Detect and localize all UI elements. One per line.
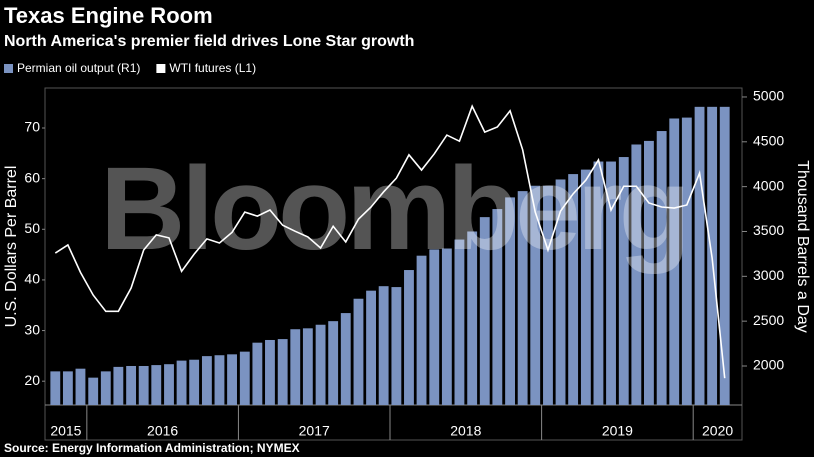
y2-tick-label: 4500: [753, 133, 784, 149]
legend-swatch: [4, 64, 13, 73]
bar: [151, 365, 162, 405]
x-tick-label: 2018: [450, 423, 481, 439]
y-axis-label: U.S. Dollars Per Barrel: [3, 166, 20, 328]
y2-tick-label: 4000: [753, 177, 784, 193]
y2-tick-label: 2000: [753, 357, 784, 373]
bar: [239, 351, 250, 405]
bar: [391, 287, 402, 405]
x-tick-label: 2020: [702, 423, 733, 439]
y2-tick-label: 3000: [753, 267, 784, 283]
legend-swatch: [156, 64, 166, 73]
bar: [543, 185, 553, 405]
bar: [631, 144, 642, 405]
bar: [164, 364, 174, 405]
bar: [62, 371, 73, 405]
y-tick-label: 60: [24, 169, 40, 185]
bar: [378, 286, 389, 405]
x-tick-label: 2015: [50, 423, 81, 439]
bar: [681, 117, 692, 405]
bar: [555, 179, 566, 405]
bar: [568, 174, 579, 405]
bar: [441, 248, 452, 405]
y2-tick-label: 3500: [753, 222, 784, 238]
bar: [214, 355, 225, 405]
x-tick-label: 2016: [147, 423, 178, 439]
bar: [189, 359, 200, 405]
bar: [416, 255, 427, 405]
bar: [277, 339, 288, 405]
x-tick-label: 2019: [602, 423, 633, 439]
bar: [113, 366, 124, 405]
bar: [340, 313, 351, 405]
y-tick-label: 70: [24, 119, 40, 135]
bar: [353, 298, 364, 405]
bar: [302, 328, 313, 405]
bar: [643, 140, 654, 405]
bar: [479, 217, 490, 405]
bar: [530, 185, 541, 405]
bar: [328, 321, 339, 405]
bar: [606, 161, 616, 405]
y2-tick-label: 2500: [753, 312, 784, 328]
bar: [75, 368, 86, 405]
y-tick-label: 40: [24, 271, 40, 287]
bar: [315, 324, 326, 405]
bar: [100, 371, 111, 405]
bar: [467, 231, 478, 405]
bar: [719, 106, 730, 406]
bar: [176, 360, 187, 405]
bar: [492, 209, 503, 405]
bar: [404, 270, 414, 405]
bar: [580, 169, 591, 405]
y-tick-label: 50: [24, 220, 40, 236]
chart-title: Texas Engine Room: [4, 3, 213, 28]
bar: [618, 157, 629, 405]
y-tick-label: 20: [24, 372, 40, 388]
bar: [227, 354, 237, 405]
bar: [290, 329, 301, 405]
source: Source: Energy Information Administratio…: [4, 441, 300, 455]
watermark: Bloomberg: [100, 143, 687, 275]
y2-axis-label: Thousand Barrels a Day: [794, 160, 811, 333]
line: [54, 104, 726, 379]
bar: [88, 377, 99, 405]
bar: [50, 371, 61, 405]
legend-label: WTI futures (L1): [169, 61, 256, 75]
bar: [366, 290, 376, 405]
bar: [201, 356, 212, 405]
bar: [505, 197, 515, 405]
bar: [138, 365, 149, 405]
y2-tick-label: 5000: [753, 88, 784, 104]
legend-label: Permian oil output (R1): [17, 61, 140, 75]
bar: [517, 191, 528, 405]
x-tick-label: 2017: [299, 423, 330, 439]
bar: [454, 239, 465, 405]
bar: [265, 339, 275, 405]
plot-frame: [44, 87, 743, 441]
bar: [126, 365, 137, 405]
bar: [669, 118, 680, 406]
bar: [656, 131, 667, 405]
chart-subtitle: North America's premier field drives Lon…: [4, 33, 414, 50]
bar: [694, 106, 705, 406]
bar: [593, 161, 604, 405]
y-tick-label: 30: [24, 321, 40, 337]
bar: [252, 342, 263, 405]
bar: [429, 249, 440, 405]
